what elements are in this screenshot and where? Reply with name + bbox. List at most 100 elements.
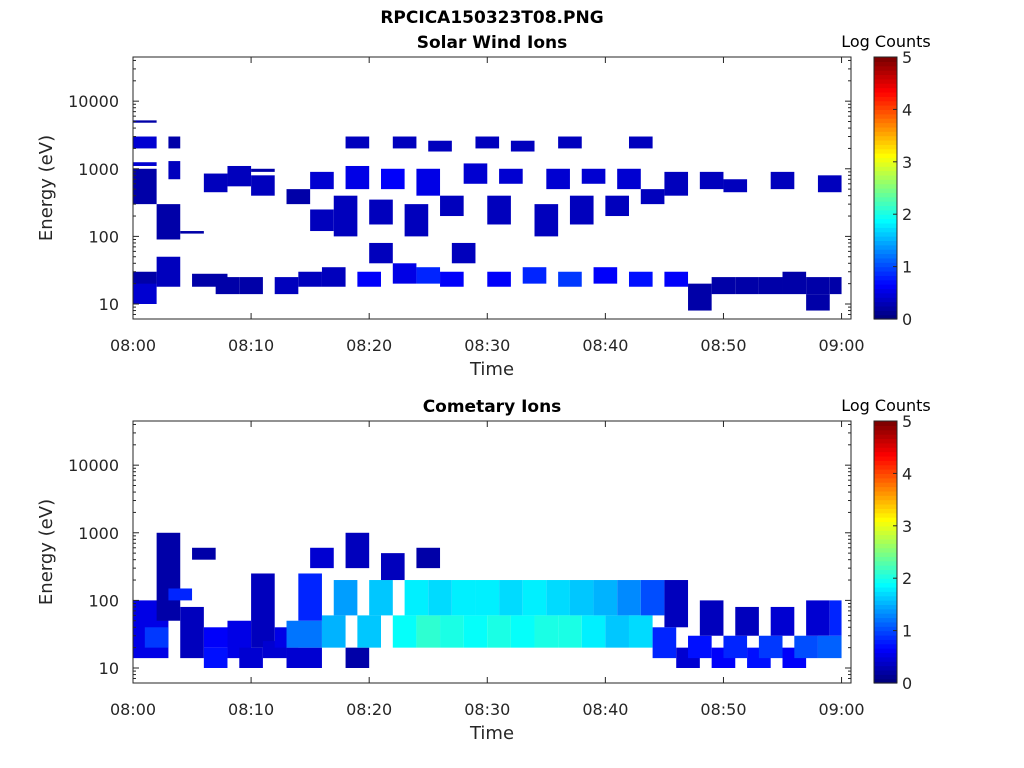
cometary-cell (522, 580, 547, 616)
cometary-cell (345, 532, 370, 569)
cometary-colorbar-swatch (874, 512, 897, 518)
cometary-colorbar-swatch (874, 600, 897, 605)
cometary-cell (829, 600, 842, 636)
cometary-colorbar-swatch (874, 421, 897, 426)
cometary-cell (451, 580, 476, 616)
cometary-cell (192, 547, 216, 560)
cometary-colorbar-tick-label: 3 (902, 517, 912, 536)
cometary-colorbar-swatch (874, 490, 897, 496)
solar-wind-colorbar-swatch (874, 236, 897, 241)
cometary-colorbar-swatch (874, 621, 897, 627)
cometary-colorbar-swatch (874, 678, 897, 684)
solar-wind-colorbar-swatch (874, 78, 897, 84)
cometary-cell (180, 606, 204, 659)
cometary-x-tick-label: 08:20 (346, 700, 392, 719)
solar-wind-cell (569, 195, 594, 225)
solar-wind-cell (640, 189, 665, 205)
solar-wind-colorbar-swatch (874, 96, 897, 102)
solar-wind-colorbar-swatch (874, 74, 897, 80)
cometary-colorbar-swatch (874, 525, 897, 531)
solar-wind-cell (617, 168, 641, 190)
cometary-cell (605, 615, 629, 648)
solar-wind-cell (499, 168, 523, 184)
cometary-colorbar-swatch (874, 517, 897, 523)
solar-wind-cell (298, 271, 322, 287)
cometary-colorbar-swatch (874, 530, 897, 536)
solar-wind-colorbar-swatch (874, 170, 897, 176)
solar-wind-cell (203, 173, 228, 193)
solar-wind-colorbar-swatch (874, 192, 897, 198)
solar-wind-cell (333, 195, 358, 237)
cometary-x-tick-label: 08:30 (464, 700, 510, 719)
cometary-cell (239, 647, 263, 669)
solar-wind-colorbar-tick-label: 5 (902, 48, 912, 67)
cometary-colorbar-swatch (874, 503, 897, 509)
solar-wind-y-tick-label: 10000 (68, 92, 119, 111)
solar-wind-colorbar-swatch (874, 218, 897, 224)
cometary-colorbar-swatch (874, 547, 897, 553)
cometary-cell (286, 647, 322, 669)
cometary-colorbar-swatch (874, 534, 897, 540)
solar-wind-colorbar-swatch (874, 222, 897, 228)
cometary-y-tick-label: 100 (88, 591, 119, 610)
solar-wind-cell (758, 277, 783, 295)
cometary-cell (664, 580, 689, 628)
cometary-cell (333, 580, 358, 616)
solar-wind-colorbar-tick-label: 4 (902, 100, 912, 119)
solar-wind-cell (440, 195, 464, 217)
solar-wind-colorbar-swatch (874, 270, 897, 276)
solar-wind-colorbar-swatch (874, 166, 897, 172)
cometary-colorbar-tick-label: 5 (902, 412, 912, 431)
solar-wind-ions-panel: Solar Wind Ions 08:00 08:10 08:20 08:30 08:40… (36, 32, 931, 380)
solar-wind-cell (369, 242, 393, 264)
cometary-colorbar-swatch (874, 569, 897, 575)
solar-wind-colorbar-swatch (874, 249, 897, 255)
solar-wind-colorbar-swatch (874, 61, 897, 67)
solar-wind-y-axis-label: Energy (eV) (36, 135, 57, 241)
solar-wind-colorbar-swatch (874, 262, 897, 268)
solar-wind-colorbar-swatch (874, 209, 897, 215)
solar-wind-cell (321, 267, 346, 287)
solar-wind-colorbar-swatch (874, 314, 897, 320)
cometary-x-tick-label: 08:10 (228, 700, 274, 719)
cometary-x-tick-label: 08:50 (700, 700, 746, 719)
solar-wind-cell (168, 161, 181, 180)
solar-wind-colorbar-swatch (874, 157, 897, 163)
solar-wind-cell (404, 204, 429, 237)
cometary-cell (617, 580, 641, 616)
cometary-cell (404, 580, 429, 616)
solar-wind-y-tick-label: 1000 (78, 160, 119, 179)
cometary-x-tick-label: 09:00 (818, 700, 864, 719)
cometary-cell (321, 615, 346, 648)
solar-wind-cell (451, 242, 476, 264)
cometary-colorbar-swatch (874, 565, 897, 571)
solar-wind-colorbar-swatch (874, 105, 897, 110)
solar-wind-title: Solar Wind Ions (417, 33, 568, 53)
cometary-y-axis-label: Energy (eV) (36, 499, 57, 605)
cometary-colorbar-swatch (874, 639, 897, 645)
solar-wind-colorbar-swatch (874, 179, 897, 185)
cometary-colorbar-swatch (874, 665, 897, 671)
cometary-colorbar-swatch (874, 552, 897, 557)
solar-wind-colorbar-swatch (874, 284, 897, 290)
solar-wind-colorbar-tick-label: 3 (902, 153, 912, 172)
cometary-colorbar-swatch (874, 617, 897, 623)
solar-wind-colorbar-swatch (874, 144, 897, 150)
solar-wind-x-tick-label: 08:50 (700, 336, 746, 355)
solar-wind-cell (133, 136, 157, 149)
cometary-colorbar-swatch (874, 582, 897, 588)
cometary-colorbar-swatch (874, 521, 897, 527)
solar-wind-cell (156, 256, 181, 287)
solar-wind-cell (310, 171, 334, 190)
solar-wind-colorbar-swatch (874, 161, 897, 167)
solar-wind-colorbar-swatch (874, 109, 897, 115)
cometary-cell (475, 580, 500, 616)
solar-wind-colorbar-swatch (874, 240, 897, 246)
solar-wind-cell (558, 136, 582, 149)
cometary-colorbar-swatch (874, 447, 897, 453)
solar-wind-x-tick-label: 08:10 (228, 336, 274, 355)
solar-wind-cell (428, 140, 452, 152)
solar-wind-cell (546, 168, 570, 190)
cometary-cell (581, 615, 606, 648)
cometary-cell (546, 580, 570, 616)
